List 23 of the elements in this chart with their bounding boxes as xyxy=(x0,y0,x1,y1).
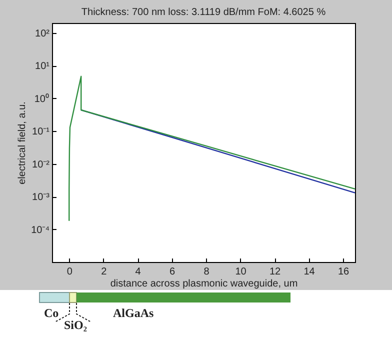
y-tick-label: 10⁻¹ xyxy=(32,126,50,138)
chart-title: Thickness: 700 nm loss: 3.1119 dB/mm FoM: 4.6025 % xyxy=(81,7,326,18)
x-tick-label: 6 xyxy=(170,266,176,278)
y-tick-label: 10⁻⁴ xyxy=(31,224,50,236)
x-tick-label: 4 xyxy=(135,266,142,278)
line-series xyxy=(68,76,356,222)
x-tick-label: 8 xyxy=(204,266,210,278)
y-tick-label: 10⁻² xyxy=(32,159,50,170)
x-tick-label: 14 xyxy=(304,266,316,278)
y-tick-label: 10⁰ xyxy=(34,92,50,105)
x-tick-label: 2 xyxy=(101,266,108,278)
x-tick-label: 12 xyxy=(269,266,282,278)
text: Co xyxy=(44,306,59,321)
text: SiO₂ xyxy=(64,318,87,333)
y-tick-label: 10¹ xyxy=(35,61,50,72)
y-tick-label: 10² xyxy=(35,28,50,40)
y-axis-title: electrical field, a.u. xyxy=(17,102,28,184)
x-tick-label: 0 xyxy=(66,266,73,278)
x-axis-title: distance across plasmonic waveguide, um xyxy=(110,278,298,290)
x-tick-label: 10 xyxy=(235,266,247,278)
y-tick-label: 10⁻³ xyxy=(32,192,50,204)
text: AlGaAs xyxy=(113,306,154,321)
x-tick-label: 16 xyxy=(338,266,350,278)
